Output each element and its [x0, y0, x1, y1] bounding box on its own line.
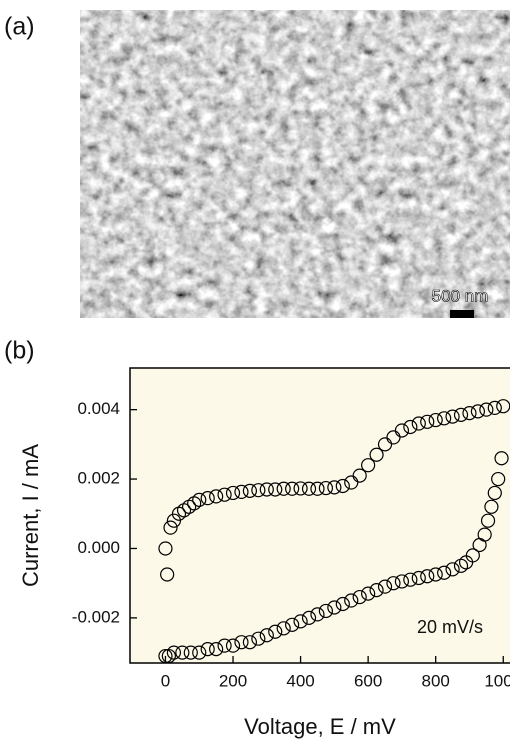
x-tick-label: 0 [161, 671, 170, 690]
x-axis-label: Voltage, E / mV [244, 714, 396, 739]
panel-label: (b) [4, 337, 35, 365]
x-tick-label: 400 [286, 671, 314, 690]
scale-bar [450, 310, 474, 318]
y-tick-label: -0.002 [72, 607, 120, 626]
y-tick-label: 0.002 [77, 469, 120, 488]
annotation: 20 mV/s [417, 617, 483, 637]
x-tick-label: 1000 [484, 671, 510, 690]
x-tick-label: 800 [422, 671, 450, 690]
figure: (a) 500 nm (b) 0.004 0.002 0.000 -0.002 0 200… [0, 0, 510, 756]
x-tick-label: 600 [354, 671, 382, 690]
x-tick-label: 200 [219, 671, 247, 690]
scale-bar-label: 500 nm [432, 286, 489, 305]
panel-label: (a) [4, 13, 35, 41]
page: {"panel_a": {"label": "(a)", "scale_bar"… [0, 0, 510, 756]
sem-image [80, 10, 510, 318]
y-tick-label: 0.004 [77, 399, 120, 418]
y-tick-label: 0.000 [77, 538, 120, 557]
y-axis-label: Current, I / mA [18, 444, 43, 587]
